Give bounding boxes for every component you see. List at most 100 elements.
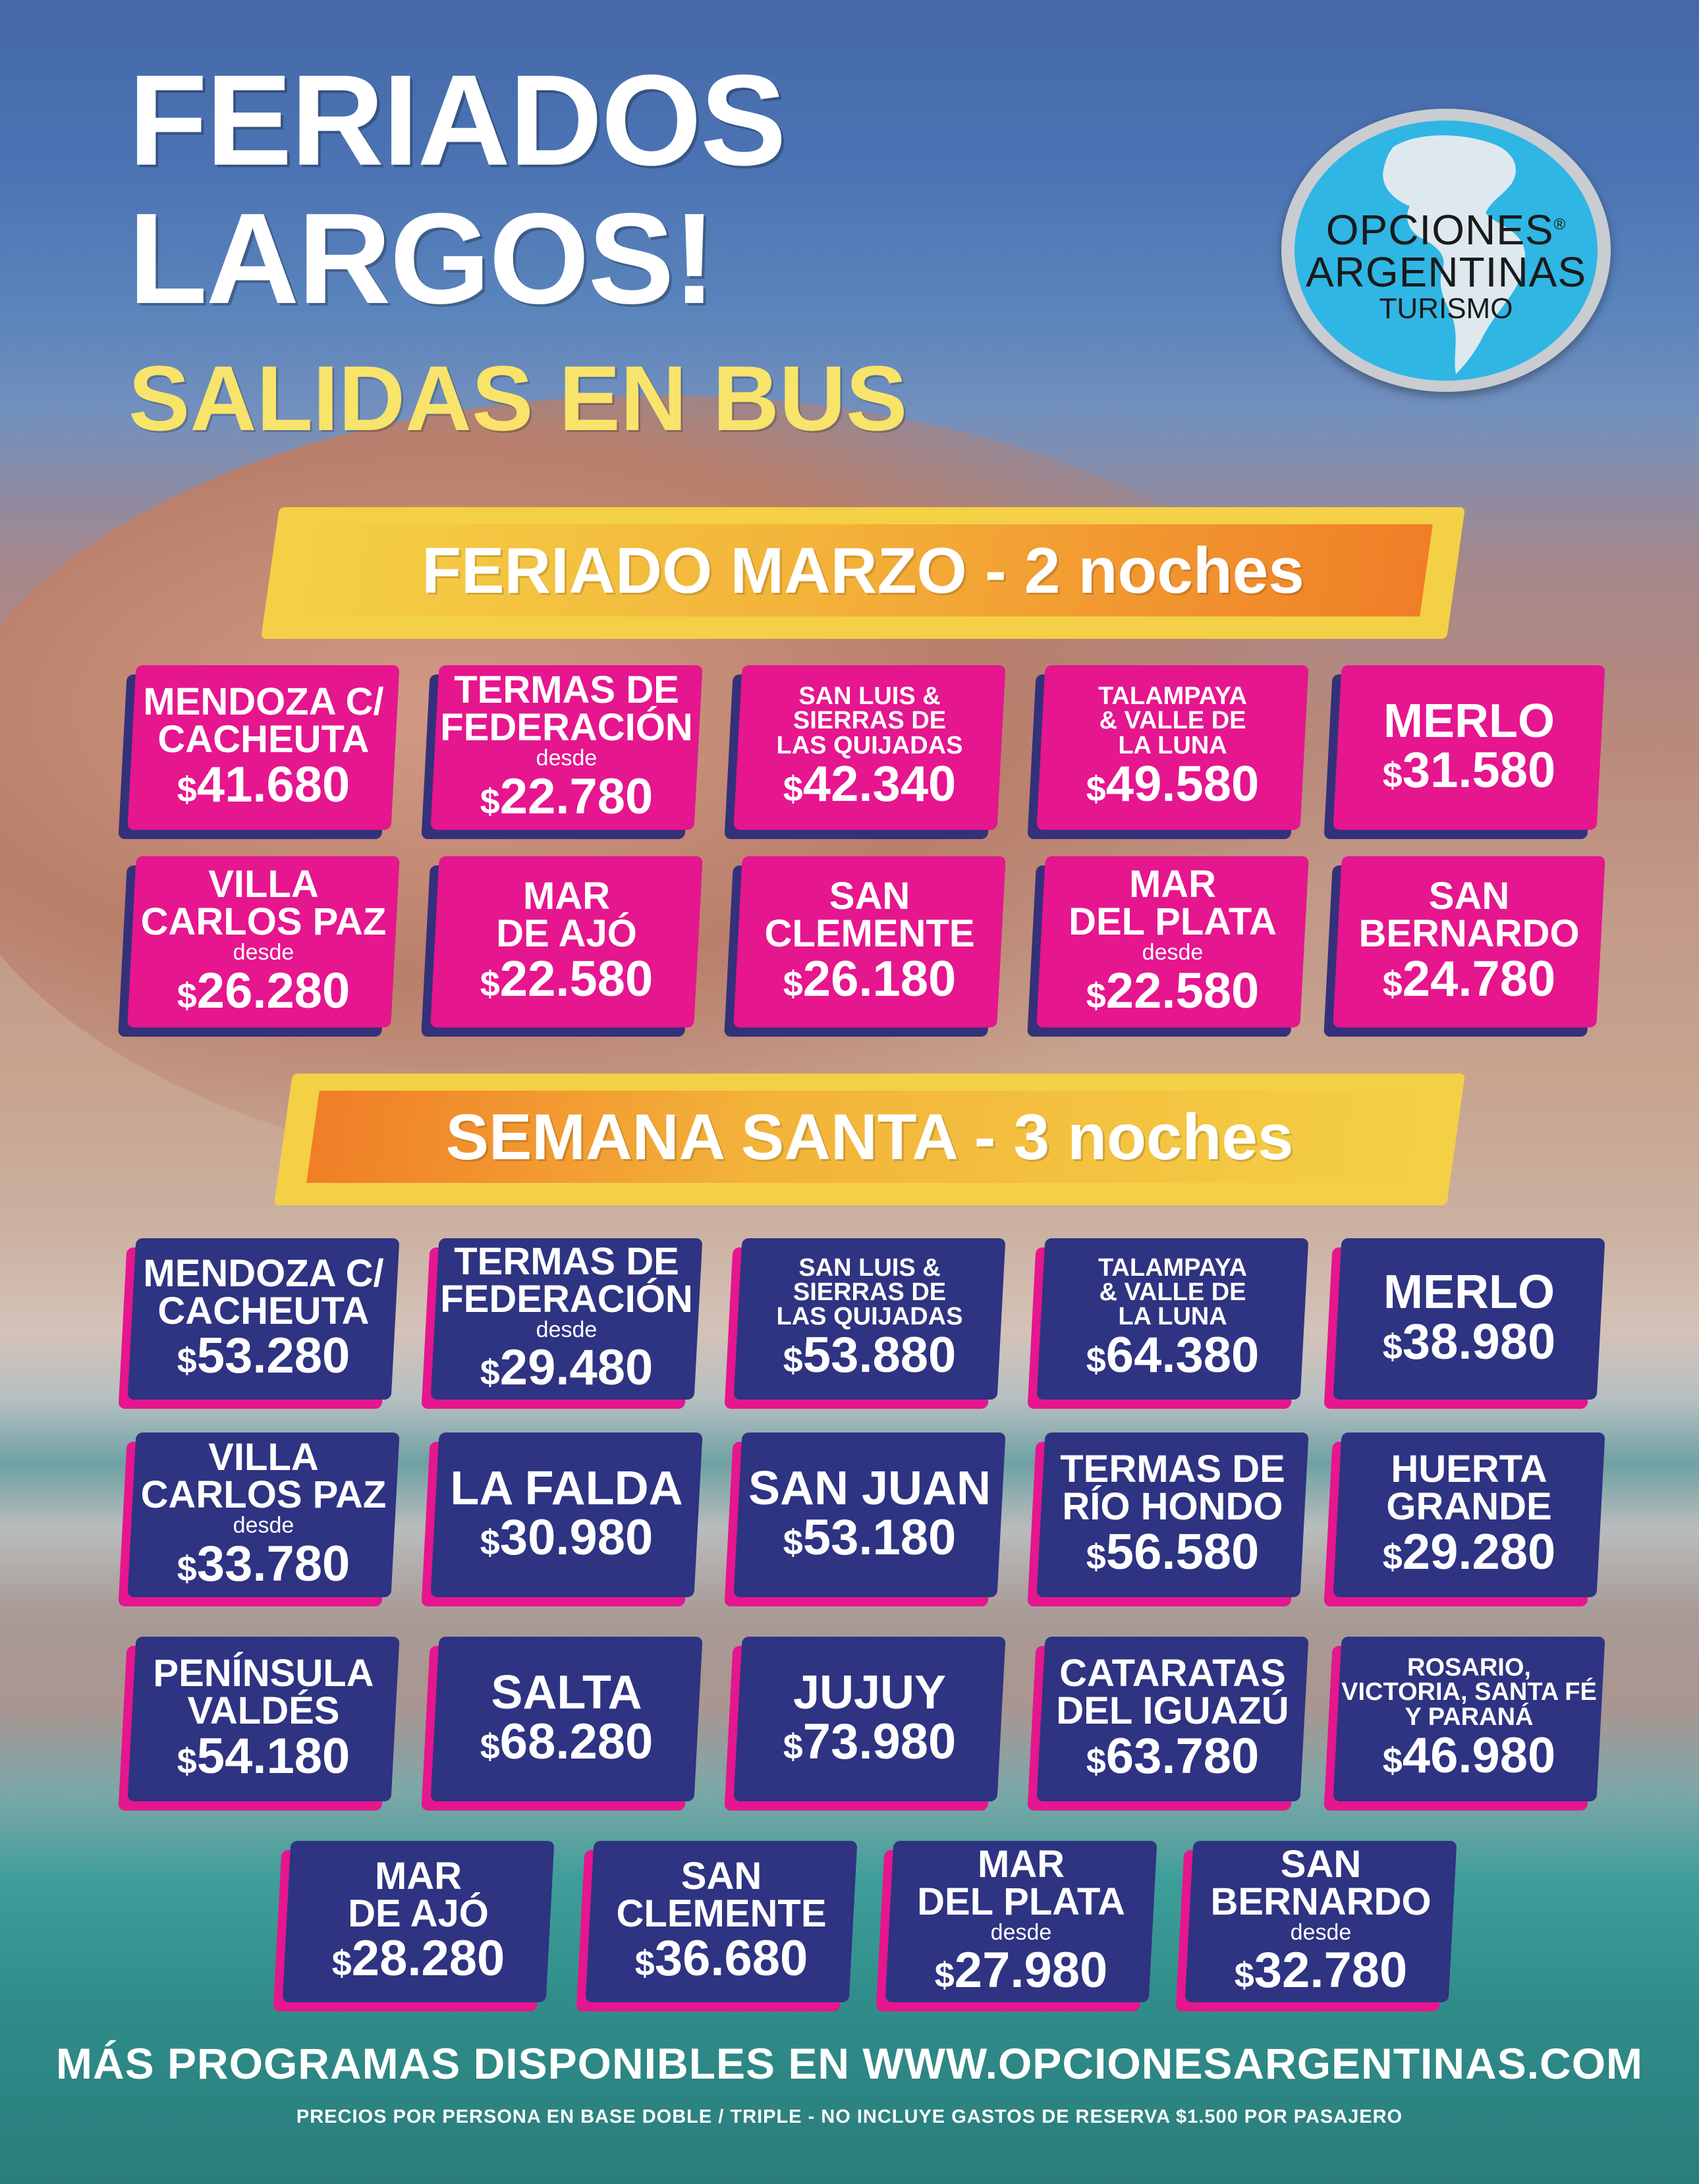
currency-symbol: $ bbox=[480, 1523, 500, 1563]
price: $27.980 bbox=[935, 1944, 1108, 1997]
currency-symbol: $ bbox=[1382, 1740, 1403, 1780]
currency-symbol: $ bbox=[177, 769, 197, 809]
logo-badge: OPCIONES® ARGENTINAS TURISMO bbox=[1295, 120, 1598, 381]
desde-label: desde bbox=[536, 1317, 598, 1342]
price-card: ROSARIO, VICTORIA, SANTA FÉ Y PARANÁ $46.… bbox=[1323, 1637, 1605, 1811]
price: $42.340 bbox=[783, 758, 957, 811]
currency-symbol: $ bbox=[1382, 755, 1403, 796]
destination-name: TALAMPAYA & VALLE DE LA LUNA bbox=[1098, 1253, 1247, 1331]
price-card: TALAMPAYA & VALLE DE LA LUNA $64.380 bbox=[1027, 1238, 1309, 1409]
currency-symbol: $ bbox=[177, 1341, 197, 1381]
price: $53.280 bbox=[177, 1330, 350, 1382]
price: $46.980 bbox=[1383, 1730, 1556, 1782]
destination-name: SAN BERNARDO bbox=[1358, 875, 1580, 956]
disclaimer-text: PRECIOS POR PERSONA EN BASE DOBLE / TRIP… bbox=[296, 2106, 1403, 2127]
price-value: 22.580 bbox=[1105, 962, 1260, 1019]
price-card: MERLO $38.980 bbox=[1323, 1238, 1605, 1409]
price: $36.680 bbox=[635, 1932, 808, 1985]
currency-symbol: $ bbox=[331, 1944, 352, 1984]
currency-symbol: $ bbox=[1086, 1537, 1106, 1577]
price: $32.780 bbox=[1235, 1944, 1408, 1997]
price-value: 54.180 bbox=[196, 1728, 350, 1784]
currency-symbol: $ bbox=[1086, 1340, 1106, 1380]
currency-symbol: $ bbox=[177, 1741, 197, 1781]
section-title-semana-santa: SEMANA SANTA - 3 noches bbox=[445, 1100, 1294, 1173]
currency-symbol: $ bbox=[783, 1340, 803, 1380]
price-value: 53.180 bbox=[802, 1510, 957, 1566]
price-value: 22.580 bbox=[499, 950, 654, 1007]
price: $26.280 bbox=[177, 962, 350, 1019]
destination-name: VILLA CARLOS PAZ bbox=[140, 1436, 387, 1517]
price-card: JUJUY $73.980 bbox=[724, 1637, 1006, 1811]
destination-name: SAN LUIS & SIERRAS DE LAS QUIJADAS bbox=[776, 1253, 963, 1331]
price-card: VILLA CARLOS PAZ desde $33.780 bbox=[118, 1433, 400, 1606]
destination-name: SALTA bbox=[491, 1666, 642, 1719]
price-value: 28.280 bbox=[351, 1930, 505, 1987]
desde-label: desde bbox=[233, 1513, 294, 1539]
logo-text-opciones: OPCIONES bbox=[1325, 205, 1554, 254]
destination-name: TERMAS DE FEDERACIÓN bbox=[440, 669, 693, 750]
price-card: MENDOZA C/ CACHEUTA $53.280 bbox=[118, 1238, 400, 1409]
destination-name: SAN JUAN bbox=[748, 1461, 991, 1515]
currency-symbol: $ bbox=[1382, 1537, 1403, 1577]
price-value: 30.980 bbox=[499, 1510, 654, 1566]
destination-name: SAN LUIS & SIERRAS DE LAS QUIJADAS bbox=[776, 682, 963, 759]
price-value: 33.780 bbox=[196, 1535, 350, 1592]
section-banner-semana-santa: SEMANA SANTA - 3 noches bbox=[273, 1074, 1466, 1205]
destination-name: SAN BERNARDO bbox=[1210, 1842, 1432, 1923]
price-card: HUERTA GRANDE $29.280 bbox=[1323, 1433, 1605, 1606]
price-card: SAN BERNARDO $24.780 bbox=[1323, 856, 1605, 1037]
price-card: SAN JUAN $53.180 bbox=[724, 1433, 1006, 1606]
currency-symbol: $ bbox=[1086, 1741, 1106, 1781]
price: $41.680 bbox=[177, 759, 350, 811]
price-card: SAN BERNARDO desde $32.780 bbox=[1175, 1841, 1457, 2011]
destination-name: MAR DE AJÓ bbox=[348, 1854, 489, 1935]
price-value: 36.680 bbox=[654, 1930, 808, 1987]
price-value: 63.780 bbox=[1105, 1728, 1260, 1784]
destination-name: MERLO bbox=[1383, 694, 1555, 748]
price-value: 31.580 bbox=[1402, 742, 1556, 799]
currency-symbol: $ bbox=[177, 975, 197, 1016]
section-title-marzo: FERIADO MARZO - 2 noches bbox=[422, 533, 1304, 607]
destination-name: CATARATAS DEL IGUAZÚ bbox=[1056, 1652, 1289, 1733]
price: $64.380 bbox=[1086, 1329, 1260, 1382]
price-card: SAN LUIS & SIERRAS DE LAS QUIJADAS $42.34… bbox=[724, 665, 1006, 839]
price-card: MAR DEL PLATA desde $22.580 bbox=[1027, 856, 1309, 1037]
price: $26.180 bbox=[783, 953, 957, 1006]
price-value: 41.680 bbox=[196, 756, 350, 813]
price-value: 56.580 bbox=[1105, 1523, 1260, 1580]
price-value: 38.980 bbox=[1402, 1313, 1556, 1370]
price-value: 26.280 bbox=[196, 962, 350, 1019]
price: $53.180 bbox=[783, 1512, 957, 1564]
logo-text-argentinas: ARGENTINAS bbox=[1305, 248, 1587, 296]
subtitle: SALIDAS EN BUS bbox=[128, 346, 908, 450]
price: $31.580 bbox=[1383, 744, 1556, 797]
destination-name: MAR DE AJÓ bbox=[496, 875, 637, 956]
price-value: 24.780 bbox=[1402, 950, 1556, 1007]
currency-symbol: $ bbox=[480, 1727, 500, 1767]
price: $73.980 bbox=[783, 1716, 957, 1768]
price: $33.780 bbox=[177, 1535, 350, 1592]
price: $22.580 bbox=[480, 953, 654, 1006]
desde-label: desde bbox=[536, 746, 598, 771]
destination-name: TERMAS DE RÍO HONDO bbox=[1060, 1448, 1285, 1529]
price: $22.780 bbox=[480, 770, 654, 823]
price: $22.580 bbox=[1086, 962, 1260, 1019]
price-value: 73.980 bbox=[802, 1714, 957, 1770]
title-line-1: FERIADOS bbox=[128, 48, 787, 192]
price-value: 53.880 bbox=[802, 1327, 957, 1384]
price-card: MERLO $31.580 bbox=[1323, 665, 1605, 839]
currency-symbol: $ bbox=[480, 1353, 500, 1393]
currency-symbol: $ bbox=[783, 1523, 803, 1563]
price-card: LA FALDA $30.980 bbox=[421, 1433, 703, 1606]
price-card: MAR DEL PLATA desde $27.980 bbox=[876, 1841, 1157, 2011]
price: $49.580 bbox=[1086, 758, 1260, 811]
price-value: 42.340 bbox=[802, 755, 957, 812]
price: $29.280 bbox=[1383, 1526, 1556, 1579]
currency-symbol: $ bbox=[1086, 975, 1106, 1016]
destination-name: MERLO bbox=[1383, 1266, 1555, 1319]
destination-name: TERMAS DE FEDERACIÓN bbox=[440, 1240, 693, 1321]
destination-name: LA FALDA bbox=[450, 1461, 683, 1515]
price-card: CATARATAS DEL IGUAZÚ $63.780 bbox=[1027, 1637, 1309, 1811]
